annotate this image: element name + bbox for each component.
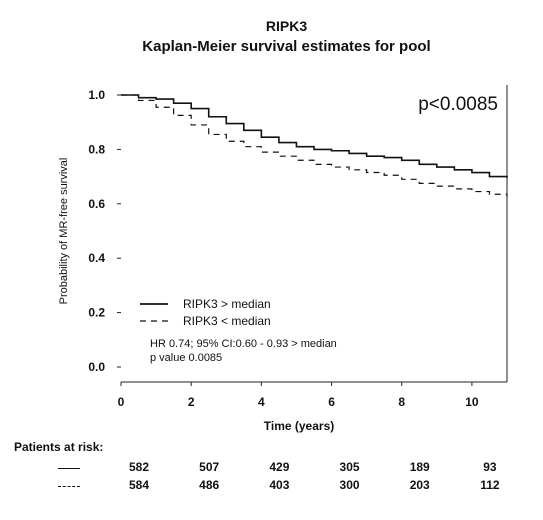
x-tick-label: 10 xyxy=(465,395,479,409)
y-axis-label: Probability of MR-free survival xyxy=(58,158,70,305)
y-tick-label: 0.8 xyxy=(88,142,105,156)
series-line-above-median xyxy=(121,94,508,178)
stats-text: HR 0.74; 95% CI:0.60 - 0.93 > median xyxy=(150,338,337,350)
risk-value: 189 xyxy=(409,460,430,474)
x-tick-label: 6 xyxy=(328,395,335,409)
risk-table-label: Patients at risk: xyxy=(14,440,104,454)
y-tick-label: 0.6 xyxy=(88,197,105,211)
risk-row-style-line xyxy=(58,468,80,469)
x-tick-label: 8 xyxy=(398,395,405,409)
chart-subtitle: Kaplan-Meier survival estimates for pool xyxy=(142,38,431,55)
p-value-annotation: p<0.0085 xyxy=(418,94,498,115)
x-tick-label: 4 xyxy=(258,395,265,409)
risk-value: 429 xyxy=(269,460,290,474)
chart-title: RIPK3 xyxy=(265,18,308,34)
risk-row-style-line xyxy=(58,486,80,487)
risk-value: 300 xyxy=(339,478,360,492)
stats-text: p value 0.0085 xyxy=(150,352,222,364)
y-tick-label: 0.2 xyxy=(88,306,105,320)
x-axis-label: Time (years) xyxy=(264,419,334,433)
risk-value: 305 xyxy=(339,460,360,474)
x-tick-label: 0 xyxy=(118,395,125,409)
survival-plot: 0.0 0.2 0.4 0.6 0.8 1.0 0 2 4 6 8 10 Time (years) Pro… xyxy=(58,85,508,433)
legend-label: RIPK3 < median xyxy=(183,314,271,328)
risk-value: 112 xyxy=(480,478,500,492)
risk-value: 582 xyxy=(128,460,150,474)
risk-value: 507 xyxy=(199,460,220,474)
x-tick-label: 2 xyxy=(188,395,195,409)
legend-label: RIPK3 > median xyxy=(183,297,271,311)
y-tick-label: 0.0 xyxy=(88,360,105,374)
y-tick-label: 1.0 xyxy=(88,88,105,102)
risk-value: 93 xyxy=(483,460,497,474)
y-tick-label: 0.4 xyxy=(88,251,105,265)
risk-value: 584 xyxy=(128,478,150,492)
risk-value: 203 xyxy=(409,478,430,492)
series-line-below-median xyxy=(121,94,508,197)
risk-value: 486 xyxy=(199,478,220,492)
risk-value: 403 xyxy=(269,478,290,492)
